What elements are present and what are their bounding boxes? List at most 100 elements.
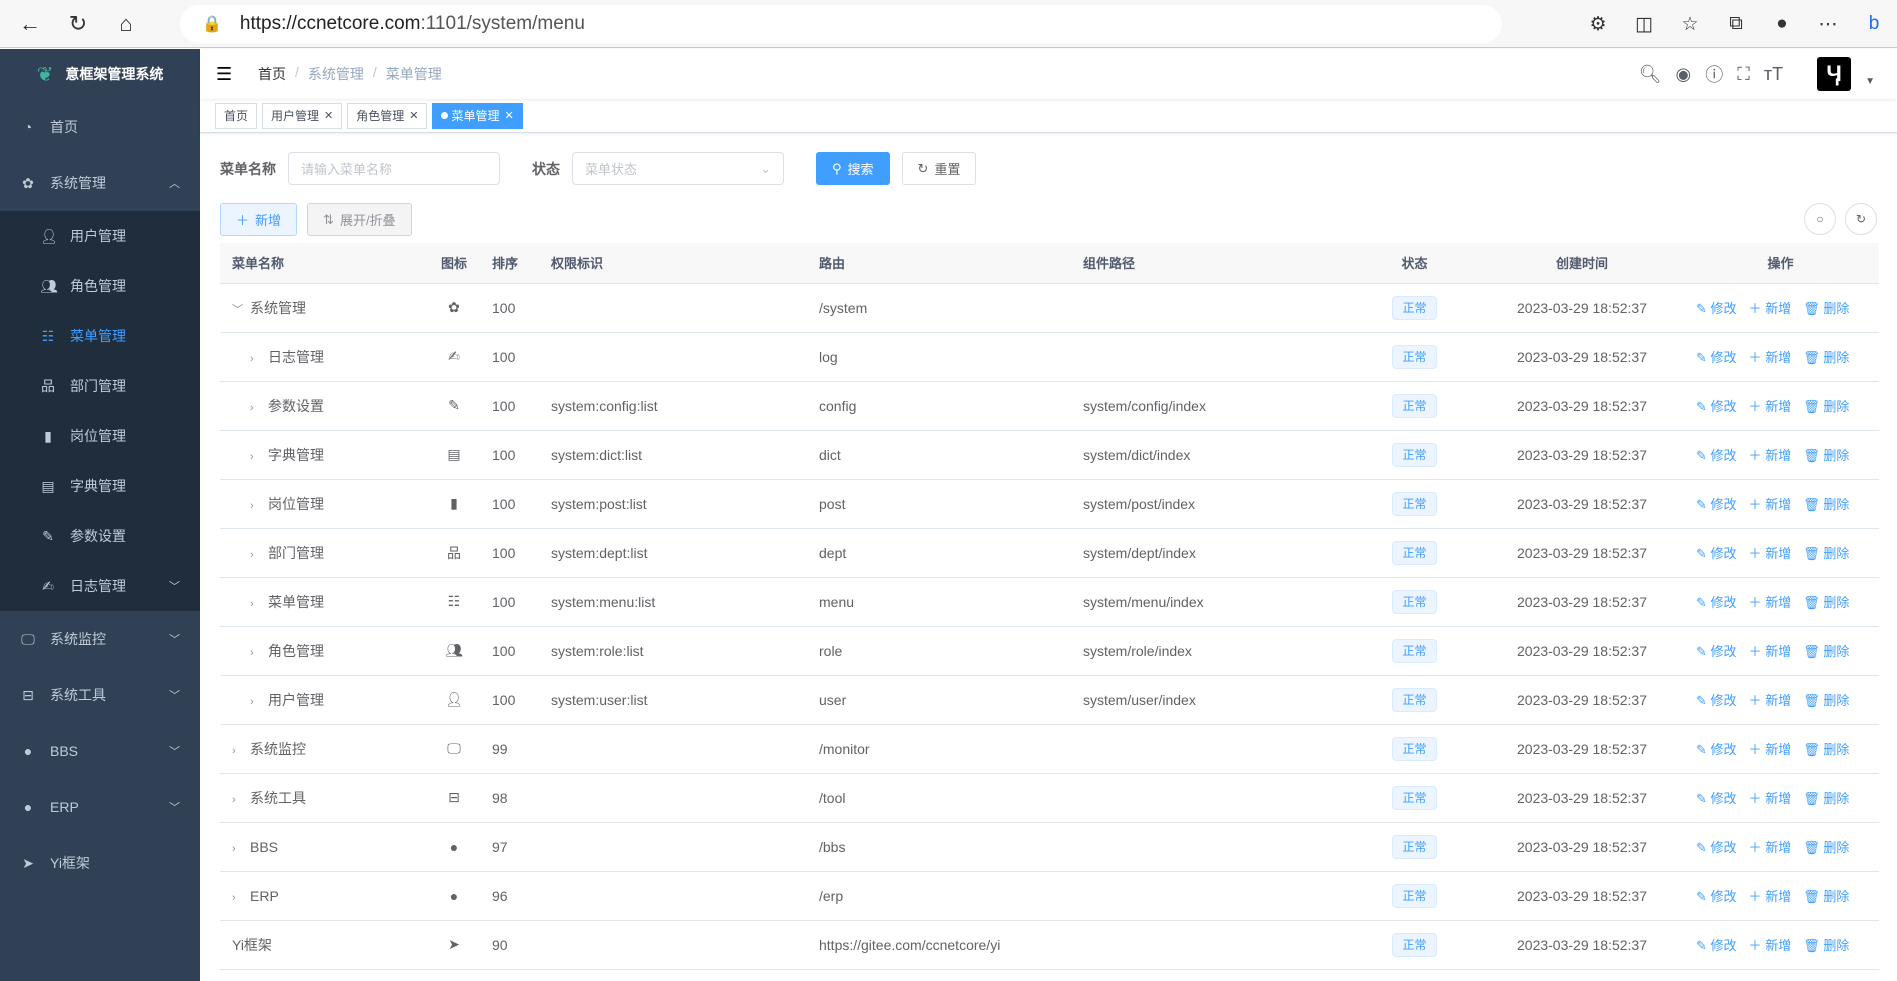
add-child-button[interactable]: ＋ 新增 [1748, 693, 1792, 708]
expand-icon[interactable]: ﹀ [232, 303, 243, 316]
collapse-icon[interactable]: › [250, 695, 254, 708]
edit-button[interactable]: ✎ 修改 [1696, 791, 1737, 806]
sidebar-item[interactable]: ☷ 菜单管理 [0, 311, 200, 361]
sidebar-item[interactable]: ● BBS ﹀ [0, 723, 200, 779]
back-icon[interactable]: ← [19, 10, 41, 36]
edit-button[interactable]: ✎ 修改 [1696, 350, 1737, 365]
edit-button[interactable]: ✎ 修改 [1696, 742, 1737, 757]
edit-button[interactable]: ✎ 修改 [1696, 448, 1737, 463]
add-child-button[interactable]: ＋ 新增 [1748, 448, 1792, 463]
collapse-icon[interactable]: › [232, 744, 236, 757]
breadcrumb-item[interactable]: 首页 [258, 66, 286, 82]
refresh-button[interactable]: ↻ [1845, 203, 1877, 235]
add-child-button[interactable]: ＋ 新增 [1748, 399, 1792, 414]
menu-name-input[interactable]: 请输入菜单名称 [288, 152, 500, 185]
delete-button[interactable]: 🗑︎ 删除 [1803, 938, 1850, 953]
close-icon[interactable]: ✕ [324, 110, 334, 122]
collapse-icon[interactable]: › [250, 646, 254, 659]
add-child-button[interactable]: ＋ 新增 [1748, 301, 1792, 316]
edit-button[interactable]: ✎ 修改 [1696, 938, 1737, 953]
sidebar-item[interactable]: ✎ 参数设置 [0, 511, 200, 561]
sidebar-item[interactable]: 品部门管理 [0, 361, 200, 411]
delete-button[interactable]: 🗑︎ 删除 [1803, 448, 1850, 463]
sidebar-item[interactable]: ➤ Yi框架 [0, 835, 200, 891]
add-child-button[interactable]: ＋ 新增 [1748, 644, 1792, 659]
add-child-button[interactable]: ＋ 新增 [1748, 889, 1792, 904]
expand-collapse-button[interactable]: ⇅ 展开/折叠 [307, 203, 412, 236]
edit-button[interactable]: ✎ 修改 [1696, 399, 1737, 414]
delete-button[interactable]: 🗑︎ 删除 [1803, 595, 1850, 610]
delete-button[interactable]: 🗑︎ 删除 [1803, 791, 1850, 806]
edit-button[interactable]: ✎ 修改 [1696, 595, 1737, 610]
home-icon[interactable]: ⌂ [119, 10, 133, 36]
more-icon[interactable]: ⋯ [1818, 13, 1838, 35]
sidebar-item[interactable]: ▮ 岗位管理 [0, 411, 200, 461]
add-child-button[interactable]: ＋ 新增 [1748, 938, 1792, 953]
reset-button[interactable]: ↻ 重置 [901, 152, 977, 185]
collapse-icon[interactable]: › [250, 352, 254, 365]
tag-3[interactable]: 菜单管理 ✕ [432, 102, 523, 129]
delete-button[interactable]: 🗑︎ 删除 [1803, 301, 1850, 316]
collapse-icon[interactable]: › [250, 450, 254, 463]
delete-button[interactable]: 🗑︎ 删除 [1803, 693, 1850, 708]
fullscreen-icon[interactable]: ⛶ [1737, 63, 1750, 84]
github-icon[interactable]: ◉ [1675, 63, 1692, 84]
add-child-button[interactable]: ＋ 新增 [1748, 350, 1792, 365]
delete-button[interactable]: 🗑︎ 删除 [1803, 644, 1850, 659]
search-icon[interactable]: 🔍︎ [1638, 63, 1662, 84]
tag-1[interactable]: 用户管理 ✕ [262, 102, 343, 129]
edit-button[interactable]: ✎ 修改 [1696, 497, 1737, 512]
tag-2[interactable]: 角色管理 ✕ [347, 102, 428, 129]
address-bar[interactable]: 🔒 https://ccnetcore.com:1101/system/menu [180, 5, 1502, 43]
collapse-icon[interactable]: › [250, 548, 254, 561]
collapse-icon[interactable]: › [232, 793, 236, 806]
sidebar-item[interactable]: 🖵 系统监控 ﹀ [0, 611, 200, 667]
collections-icon[interactable]: ⧉ [1729, 13, 1743, 34]
delete-button[interactable]: 🗑︎ 删除 [1803, 742, 1850, 757]
favorites-icon[interactable]: ☆ [1681, 13, 1699, 35]
edit-button[interactable]: ✎ 修改 [1696, 840, 1737, 855]
extensions-icon[interactable]: ⚙ [1589, 13, 1607, 35]
collapse-icon[interactable]: › [250, 499, 254, 512]
add-child-button[interactable]: ＋ 新增 [1748, 791, 1792, 806]
sidebar-item[interactable]: ✍ 日志管理 ﹀ [0, 561, 200, 611]
bing-icon[interactable]: b [1868, 13, 1880, 34]
caret-down-icon[interactable]: ▼ [1865, 75, 1875, 87]
collapse-icon[interactable]: › [250, 597, 254, 610]
hamburger-icon[interactable]: ☰ [216, 63, 233, 84]
sidebar-item[interactable]: ◔ 首页 [0, 99, 200, 155]
close-icon[interactable]: ✕ [409, 110, 419, 122]
delete-button[interactable]: 🗑︎ 删除 [1803, 497, 1850, 512]
help-icon[interactable]: ⓘ [1705, 65, 1724, 85]
sidebar-item[interactable]: 👤︎ 用户管理 [0, 211, 200, 261]
add-button[interactable]: ＋新增 [220, 203, 298, 236]
tag-0[interactable]: 首页 [215, 102, 258, 129]
collapse-icon[interactable]: › [232, 842, 236, 855]
sidebar-item[interactable]: ● ERP ﹀ [0, 779, 200, 835]
sidebar-item[interactable]: ⊟ 系统工具 ﹀ [0, 667, 200, 723]
delete-button[interactable]: 🗑︎ 删除 [1803, 350, 1850, 365]
sidebar-item[interactable]: ✿ 系统管理 ︿ [0, 155, 200, 211]
collapse-icon[interactable]: › [250, 401, 254, 414]
add-child-button[interactable]: ＋ 新增 [1748, 595, 1792, 610]
add-child-button[interactable]: ＋ 新增 [1748, 840, 1792, 855]
add-child-button[interactable]: ＋ 新增 [1748, 546, 1792, 561]
delete-button[interactable]: 🗑︎ 删除 [1803, 840, 1850, 855]
edit-button[interactable]: ✎ 修改 [1696, 889, 1737, 904]
delete-button[interactable]: 🗑︎ 删除 [1803, 546, 1850, 561]
add-child-button[interactable]: ＋ 新增 [1748, 742, 1792, 757]
sidebar-item[interactable]: ▤ 字典管理 [0, 461, 200, 511]
avatar[interactable]: Ӌ [1817, 57, 1852, 91]
refresh-icon[interactable]: ↻ [68, 10, 88, 36]
delete-button[interactable]: 🗑︎ 删除 [1803, 399, 1850, 414]
edit-button[interactable]: ✎ 修改 [1696, 693, 1737, 708]
close-icon[interactable]: ✕ [504, 110, 514, 122]
split-screen-icon[interactable]: ◫ [1635, 13, 1653, 35]
edit-button[interactable]: ✎ 修改 [1696, 301, 1737, 316]
status-select[interactable]: 菜单状态 ⌄ [572, 152, 784, 185]
search-button[interactable]: ⚲ 搜索 [816, 152, 890, 185]
add-child-button[interactable]: ＋ 新增 [1748, 497, 1792, 512]
profile-icon[interactable]: ● [1776, 13, 1788, 34]
edit-button[interactable]: ✎ 修改 [1696, 546, 1737, 561]
collapse-icon[interactable]: › [232, 891, 236, 904]
